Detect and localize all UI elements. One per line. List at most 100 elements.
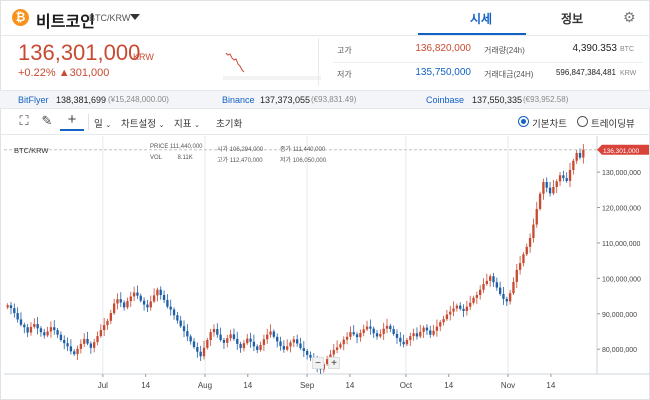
chevron-down-icon: ⌄ [194, 122, 200, 129]
candle-body [222, 339, 226, 343]
candle-body [578, 152, 582, 158]
candle-body [162, 295, 166, 300]
candle-body [116, 299, 119, 304]
tab-price[interactable]: 시세 [470, 12, 493, 26]
summary-divider [318, 38, 319, 86]
candle-body [132, 292, 136, 297]
candle-body [239, 343, 242, 349]
candle-body [582, 149, 585, 158]
candle-body [345, 336, 349, 340]
candle-body [359, 332, 362, 338]
candle-body [49, 327, 53, 332]
period-menu[interactable]: 일 ⌄ [94, 116, 111, 130]
candle-body [242, 343, 246, 349]
candle-body [59, 334, 63, 340]
crosshair-icon[interactable]: + [67, 111, 77, 128]
exchange-bitflyer-price: 138,381,699 [56, 95, 107, 105]
y-tick-label: 130,000,000 [602, 170, 641, 177]
candle-body [229, 334, 232, 339]
candle-body [415, 333, 419, 337]
candle-body [425, 327, 429, 331]
x-tick-label: Nov [501, 381, 515, 390]
price-change: +0.22% ▲301,000 [18, 67, 109, 79]
candle-body [99, 330, 103, 337]
candle-body [558, 175, 562, 182]
exchange-coinbase-name[interactable]: Coinbase [426, 95, 465, 105]
zoom-out-button[interactable]: − [312, 357, 324, 369]
ohlc-low-label: 저가 [280, 158, 292, 164]
candle-body [309, 354, 312, 358]
pencil-icon[interactable]: ✎ [41, 113, 53, 128]
reset-button[interactable]: 초기화 [216, 119, 243, 130]
y-tick-label: 110,000,000 [602, 241, 641, 248]
candle-body [518, 263, 522, 270]
change-percent: +0.22% [18, 67, 56, 79]
candle-body [572, 160, 575, 170]
exchange-coinbase-price: 137,550,335 [472, 95, 523, 105]
trade-value-unit: KRW [620, 70, 637, 77]
tradingview-label[interactable]: 트레이딩뷰 [591, 119, 635, 130]
candle-body [498, 287, 502, 294]
gear-icon[interactable]: ⚙ [623, 9, 636, 25]
indicator-menu[interactable]: 지표 ⌄ [174, 116, 200, 130]
candle-body [249, 338, 252, 342]
candle-body [405, 339, 409, 345]
candle-body [236, 338, 239, 344]
candle-body [36, 324, 39, 329]
candle-body [465, 306, 469, 311]
chart-settings-label: 차트설정 [121, 119, 156, 130]
tradingview-radio[interactable] [577, 116, 588, 127]
candle-body [13, 308, 16, 314]
candle-body [429, 330, 432, 335]
candle-body [292, 339, 296, 343]
candle-body [379, 333, 382, 337]
active-tool-indicator [60, 111, 84, 131]
candle-body [332, 349, 335, 355]
exchange-binance-name[interactable]: Binance [222, 95, 255, 105]
candle-body [246, 338, 249, 344]
candle-body [176, 315, 179, 321]
candle-body [369, 326, 372, 329]
candle-body [372, 328, 375, 334]
candle-body [159, 289, 162, 296]
chart-settings-menu[interactable]: 차트설정 ⌄ [121, 116, 164, 130]
coin-pair[interactable]: BTC/KRW [89, 13, 131, 23]
candle-body [262, 339, 266, 345]
tab-info[interactable]: 정보 [561, 12, 584, 26]
ohlc-low: 저가 106,050,000 [280, 155, 326, 164]
candle-body [79, 343, 83, 349]
ohlc-vol-value: 8.11K [177, 155, 193, 161]
fullscreen-icon[interactable]: ⛶ [19, 113, 29, 128]
coin-name[interactable]: 비트코인 [36, 14, 95, 31]
high-value: 136,820,000 [415, 43, 471, 54]
candle-body [289, 342, 292, 347]
candle-body [39, 328, 43, 333]
candle-body [565, 178, 568, 181]
candle-body [502, 293, 505, 299]
basic-chart-radio[interactable] [518, 116, 529, 127]
stat-divider [333, 62, 643, 63]
bitcoin-logo-icon: ₿ [12, 9, 29, 26]
candle-body [216, 329, 219, 335]
candle-body [149, 301, 152, 308]
x-tick-label: Aug [198, 381, 212, 390]
candle-body [16, 313, 19, 320]
zoom-in-button[interactable]: + [328, 357, 340, 369]
exchange-bitflyer-name[interactable]: BitFlyer [18, 95, 49, 105]
ohlc-low-value: 106,050,000 [292, 158, 327, 164]
candle-body [475, 295, 479, 298]
candle-body [106, 320, 109, 326]
exchange-binance-price: 137,373,055 [260, 95, 311, 105]
candle-body [179, 320, 182, 327]
price-chart[interactable]: Jul 14 Aug 14 Sep 14 Oct 14 Nov 14 80,000,000 90,00… [0, 136, 650, 400]
candle-body [485, 280, 489, 285]
candle-body [272, 331, 276, 337]
chevron-down-icon[interactable] [130, 14, 140, 20]
candle-body [19, 319, 23, 325]
price-unit: KRW [133, 52, 154, 62]
ohlc-price-label: PRICE [150, 144, 169, 150]
candle-body [6, 305, 9, 308]
x-tick-label: 14 [546, 381, 555, 390]
basic-chart-label[interactable]: 기본차트 [532, 119, 567, 130]
